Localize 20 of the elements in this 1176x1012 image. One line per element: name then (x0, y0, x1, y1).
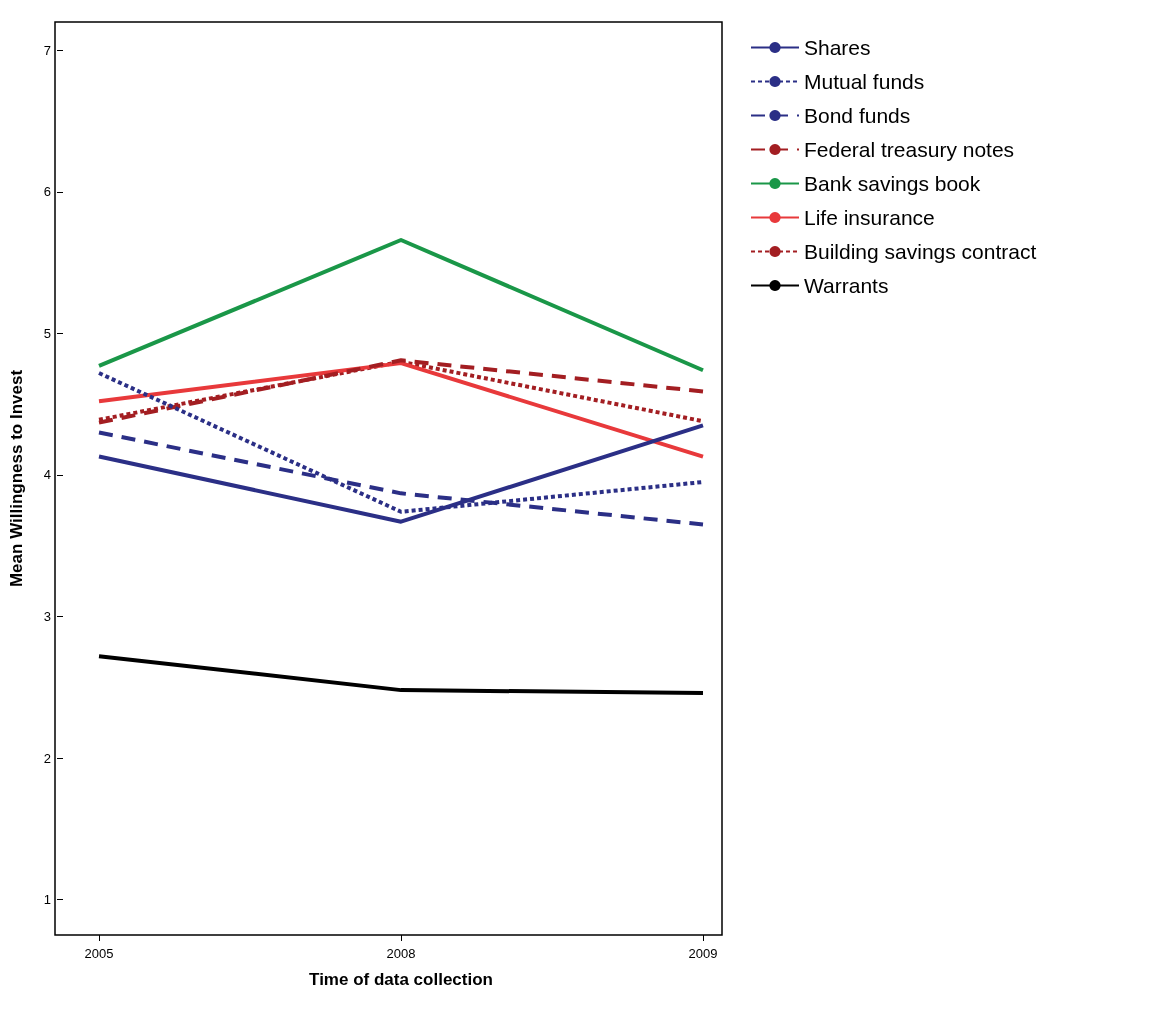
y-tick-label: 6 (43, 184, 51, 200)
y-axis-title: Mean Willingness to Invest (7, 369, 26, 588)
legend-label: Warrants (804, 274, 889, 297)
y-tick-label: 7 (43, 42, 51, 58)
x-tick-label: 2005 (84, 946, 114, 961)
x-tick-label: 2009 (688, 946, 718, 961)
x-axis-title: Time of data collection (309, 970, 493, 989)
y-tick-label: 2 (43, 750, 51, 766)
legend-label: Federal treasury notes (804, 138, 1015, 161)
y-tick-label: 3 (43, 609, 51, 625)
legend-label: Mutual funds (804, 70, 925, 93)
y-tick-label: 4 (43, 467, 51, 483)
legend-label: Life insurance (804, 206, 935, 229)
x-tick-label: 2008 (386, 946, 416, 961)
legend-label: Bond funds (804, 104, 911, 127)
y-tick-label: 5 (43, 325, 51, 341)
legend-label: Shares (804, 36, 871, 59)
legend-label: Building savings contract (804, 240, 1037, 263)
legend-label: Bank savings book (804, 172, 981, 195)
y-tick-label: 1 (43, 892, 51, 908)
